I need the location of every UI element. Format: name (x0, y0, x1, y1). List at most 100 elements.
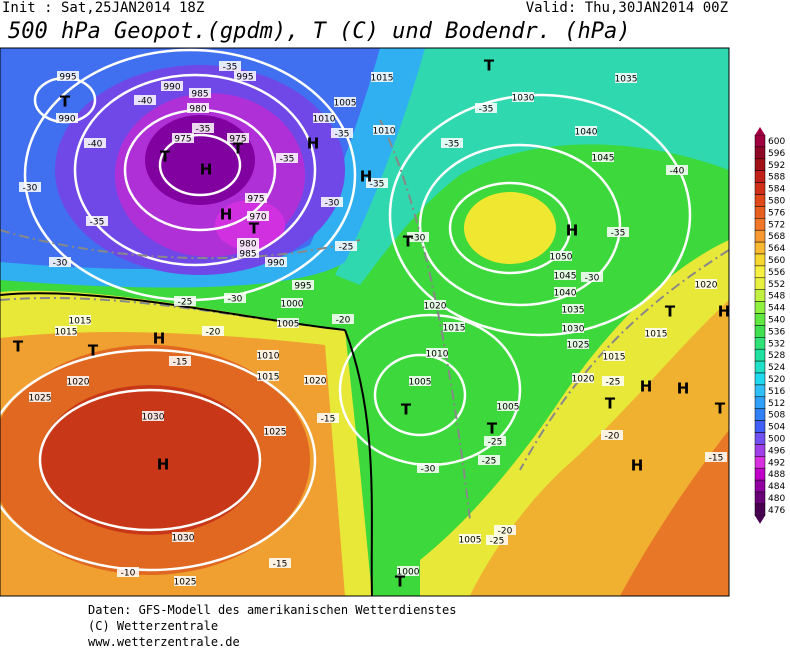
label-box (224, 293, 246, 303)
isobar-label: 1040 (575, 128, 598, 138)
isobar-label: 1050 (550, 253, 573, 263)
label-box (69, 315, 91, 325)
label-box (234, 71, 256, 81)
isobar-label: 975 (247, 195, 264, 205)
temperature-label: -25 (488, 438, 503, 448)
label-box (134, 95, 156, 105)
colorbar-swatch (754, 253, 766, 267)
temperature-label: -30 (228, 295, 243, 305)
colorbar-swatch (754, 432, 766, 445)
label-box (189, 88, 211, 98)
colorbar-swatch (754, 289, 766, 302)
colorbar-swatch (754, 170, 766, 183)
colorbar-label: 592 (768, 161, 785, 171)
label-box (265, 257, 287, 267)
label-box (373, 125, 395, 135)
temperature-label: -35 (280, 155, 295, 165)
colorbar-swatch (754, 479, 766, 493)
isobar-label: 1015 (645, 330, 668, 340)
pressure-center: T (715, 400, 726, 418)
label-box (512, 92, 534, 102)
isobar-label: 1030 (562, 325, 585, 335)
isobar-label: 1000 (281, 300, 304, 310)
isobar-label: 1020 (67, 378, 90, 388)
isobar-label: 1035 (615, 75, 638, 85)
temperature-label: -15 (709, 454, 724, 464)
temperature-label: -30 (585, 274, 600, 284)
isobar-label: 1010 (426, 350, 449, 360)
colorbar-label: 572 (768, 220, 785, 230)
temperature-label: -20 (498, 527, 513, 537)
label-box (371, 72, 393, 82)
label-box (227, 133, 249, 143)
label-box (497, 401, 519, 411)
isobar-label: 1020 (424, 302, 447, 312)
label-box (67, 376, 89, 386)
colorbar-swatch (754, 229, 766, 243)
pressure-center: T (160, 148, 171, 166)
label-box (187, 103, 209, 113)
label-box (245, 193, 267, 203)
label-box (19, 182, 41, 192)
temperature-label: -15 (273, 560, 288, 570)
label-box (554, 287, 576, 297)
label-box (443, 322, 465, 332)
pressure-center: H (360, 168, 373, 186)
label-box (84, 138, 106, 148)
label-box (292, 280, 314, 290)
colorbar-swatch (754, 218, 766, 231)
temperature-label: -25 (490, 537, 505, 547)
label-box (237, 238, 259, 248)
label-box (317, 413, 339, 423)
temperature-label: -30 (421, 465, 436, 475)
colorbar-swatch (754, 456, 766, 469)
isobar-label: 1035 (562, 306, 585, 316)
colorbar-swatch (754, 206, 766, 219)
label-box (269, 558, 291, 568)
label-box (607, 227, 629, 237)
isobar-label: 985 (191, 90, 208, 100)
isobar-label: 990 (267, 259, 284, 269)
pressure-center: H (640, 378, 653, 396)
colorbar-label: 484 (768, 482, 785, 492)
isobar-label: 1020 (304, 377, 327, 387)
pressure-center: T (60, 93, 71, 111)
label-box (219, 61, 241, 71)
pressure-center: H (677, 380, 690, 398)
colorbar-label: 568 (768, 232, 785, 242)
pressure-center: T (484, 57, 495, 75)
label-box (174, 576, 196, 586)
label-box (281, 298, 303, 308)
label-box (55, 326, 77, 336)
pressure-center: H (153, 330, 166, 348)
colorbar-label: 544 (768, 304, 785, 314)
label-box (666, 165, 688, 175)
map-frame (0, 47, 730, 597)
label-box (117, 567, 139, 577)
temperature-label: -35 (335, 130, 350, 140)
pressure-center: H (631, 457, 644, 475)
colorbar-label: 480 (768, 494, 785, 504)
temperature-label: -35 (196, 125, 211, 135)
isobar-label: 1005 (277, 320, 300, 330)
colorbar-label: 524 (768, 363, 785, 373)
temperature-label: -30 (23, 184, 38, 194)
isobar-label: 1010 (257, 352, 280, 362)
temperature-label: -35 (90, 218, 105, 228)
temperature-label: -15 (173, 358, 188, 368)
pressure-center: T (13, 338, 24, 356)
pressure-center: T (249, 220, 260, 238)
colorbar-label: 580 (768, 196, 785, 206)
label-box (334, 97, 356, 107)
label-box (257, 371, 279, 381)
label-box (602, 376, 624, 386)
label-box (459, 534, 481, 544)
colorbar-label: 560 (768, 256, 785, 266)
colorbar-swatch (754, 158, 766, 171)
colorbar-label: 500 (768, 434, 785, 444)
temperature-label: -10 (121, 569, 136, 579)
label-box (172, 532, 194, 542)
temperature-label: -25 (482, 457, 497, 467)
label-box (313, 113, 335, 123)
label-box (562, 304, 584, 314)
